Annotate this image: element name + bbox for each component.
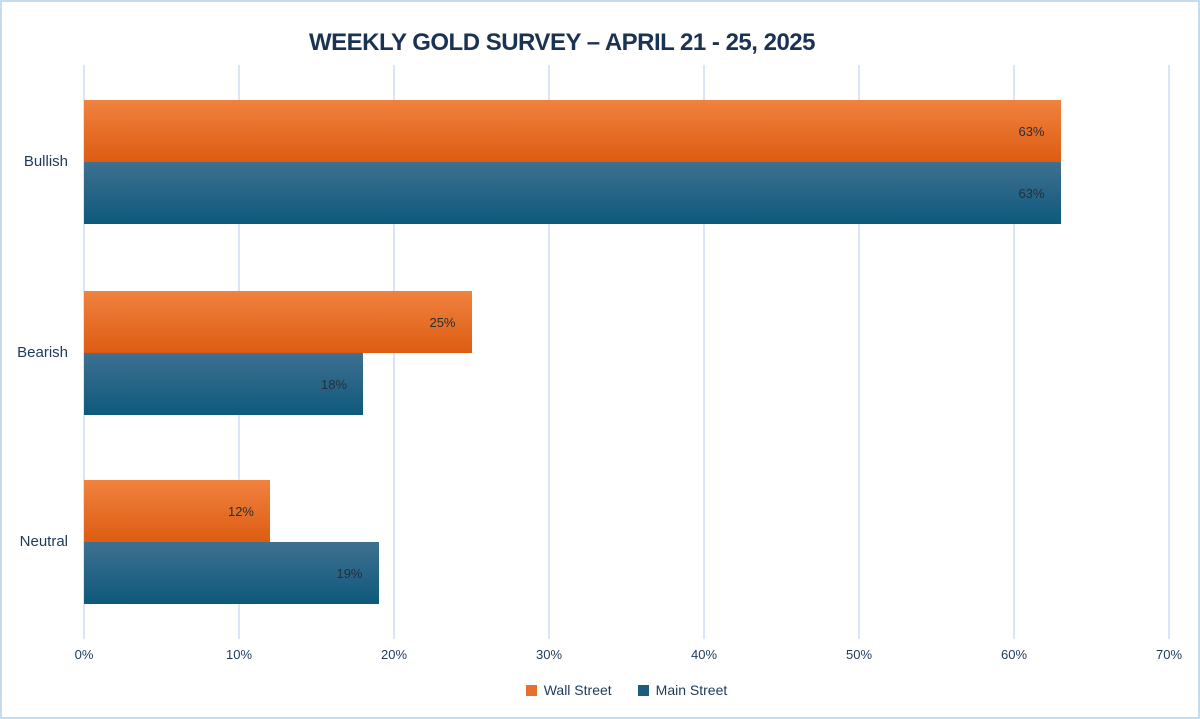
x-tick-label: 30% xyxy=(535,647,563,662)
bar-value-label: 12% xyxy=(227,503,254,519)
plot-area: 63% 63% 25% 18% 12% 19% xyxy=(83,65,1170,639)
category-label-bearish: Bearish xyxy=(17,344,68,361)
legend-item-main-street[interactable]: Main Street xyxy=(637,682,728,698)
category-label-neutral: Neutral xyxy=(19,533,68,550)
bar-value-label: 25% xyxy=(429,314,456,330)
bar-value-label: 63% xyxy=(1018,123,1045,139)
bar-value-label: 63% xyxy=(1018,185,1045,201)
bar-value-label: 19% xyxy=(336,565,363,581)
bar-main-street-bearish[interactable]: 18% xyxy=(84,353,363,415)
legend-swatch-icon xyxy=(525,684,537,696)
legend: Wall Street Main Street xyxy=(84,682,1169,698)
gridline xyxy=(703,65,705,639)
x-tick-label: 50% xyxy=(845,647,873,662)
gridline xyxy=(548,65,550,639)
bar-main-street-bullish[interactable]: 63% xyxy=(84,162,1061,224)
x-tick-label: 20% xyxy=(380,647,408,662)
chart-title: WEEKLY GOLD SURVEY – APRIL 21 - 25, 2025 xyxy=(309,29,816,56)
gridline xyxy=(1013,65,1015,639)
x-tick-label: 0% xyxy=(74,647,94,662)
category-label-bullish: Bullish xyxy=(23,153,68,170)
bar-value-label: 18% xyxy=(320,376,347,392)
legend-swatch-icon xyxy=(637,684,649,696)
x-tick-label: 60% xyxy=(1000,647,1028,662)
gridline xyxy=(1168,65,1170,639)
bar-wall-street-bearish[interactable]: 25% xyxy=(84,291,472,353)
legend-item-wall-street[interactable]: Wall Street xyxy=(525,682,612,698)
legend-label: Wall Street xyxy=(543,682,612,698)
x-tick-label: 10% xyxy=(225,647,253,662)
legend-label: Main Street xyxy=(655,682,728,698)
bar-wall-street-bullish[interactable]: 63% xyxy=(84,100,1061,162)
bar-wall-street-neutral[interactable]: 12% xyxy=(84,480,270,542)
bar-main-street-neutral[interactable]: 19% xyxy=(84,542,379,604)
gridline xyxy=(858,65,860,639)
x-tick-label: 40% xyxy=(690,647,718,662)
x-tick-label: 70% xyxy=(1155,647,1183,662)
